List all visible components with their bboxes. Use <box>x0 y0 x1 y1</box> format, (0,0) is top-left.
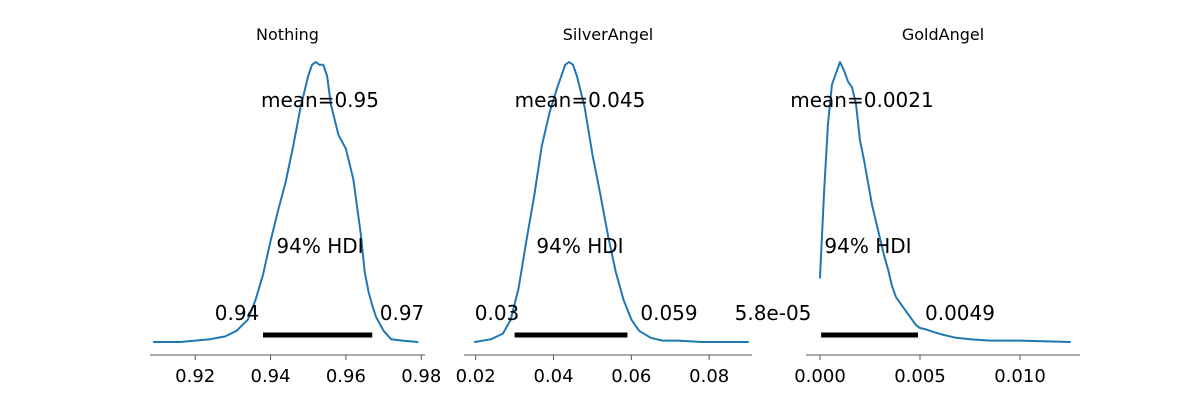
hdi-upper-label: 0.97 <box>380 301 425 325</box>
x-tick-label: 0.005 <box>894 366 946 387</box>
hdi-upper-label: 0.0049 <box>925 301 995 325</box>
density-curve <box>819 61 1071 343</box>
x-tick-label: 0.98 <box>401 366 441 387</box>
density-curve <box>152 61 419 343</box>
mean-label: mean=0.95 <box>261 88 379 112</box>
panel-title: Nothing <box>256 25 319 44</box>
x-tick-label: 0.000 <box>794 366 846 387</box>
hdi-label: 94% HDI <box>536 234 623 258</box>
hdi-upper-label: 0.059 <box>640 301 697 325</box>
hdi-lower-label: 0.03 <box>475 301 520 325</box>
x-tick-label: 0.06 <box>611 366 651 387</box>
hdi-label: 94% HDI <box>824 234 911 258</box>
mean-label: mean=0.0021 <box>790 88 933 112</box>
x-tick-label: 0.92 <box>175 366 215 387</box>
x-tick-label: 0.96 <box>326 366 366 387</box>
hdi-label: 94% HDI <box>276 234 363 258</box>
hdi-lower-label: 0.94 <box>215 301 260 325</box>
mean-label: mean=0.045 <box>515 88 646 112</box>
panel-title: SilverAngel <box>563 25 653 44</box>
x-tick-label: 0.08 <box>689 366 729 387</box>
x-tick-label: 0.010 <box>994 366 1046 387</box>
panel-title: GoldAngel <box>902 25 984 44</box>
hdi-lower-label: 5.8e-05 <box>735 301 812 325</box>
x-tick-label: 0.94 <box>251 366 291 387</box>
x-tick-label: 0.04 <box>533 366 573 387</box>
density-curve <box>473 61 750 343</box>
x-tick-label: 0.02 <box>456 366 496 387</box>
